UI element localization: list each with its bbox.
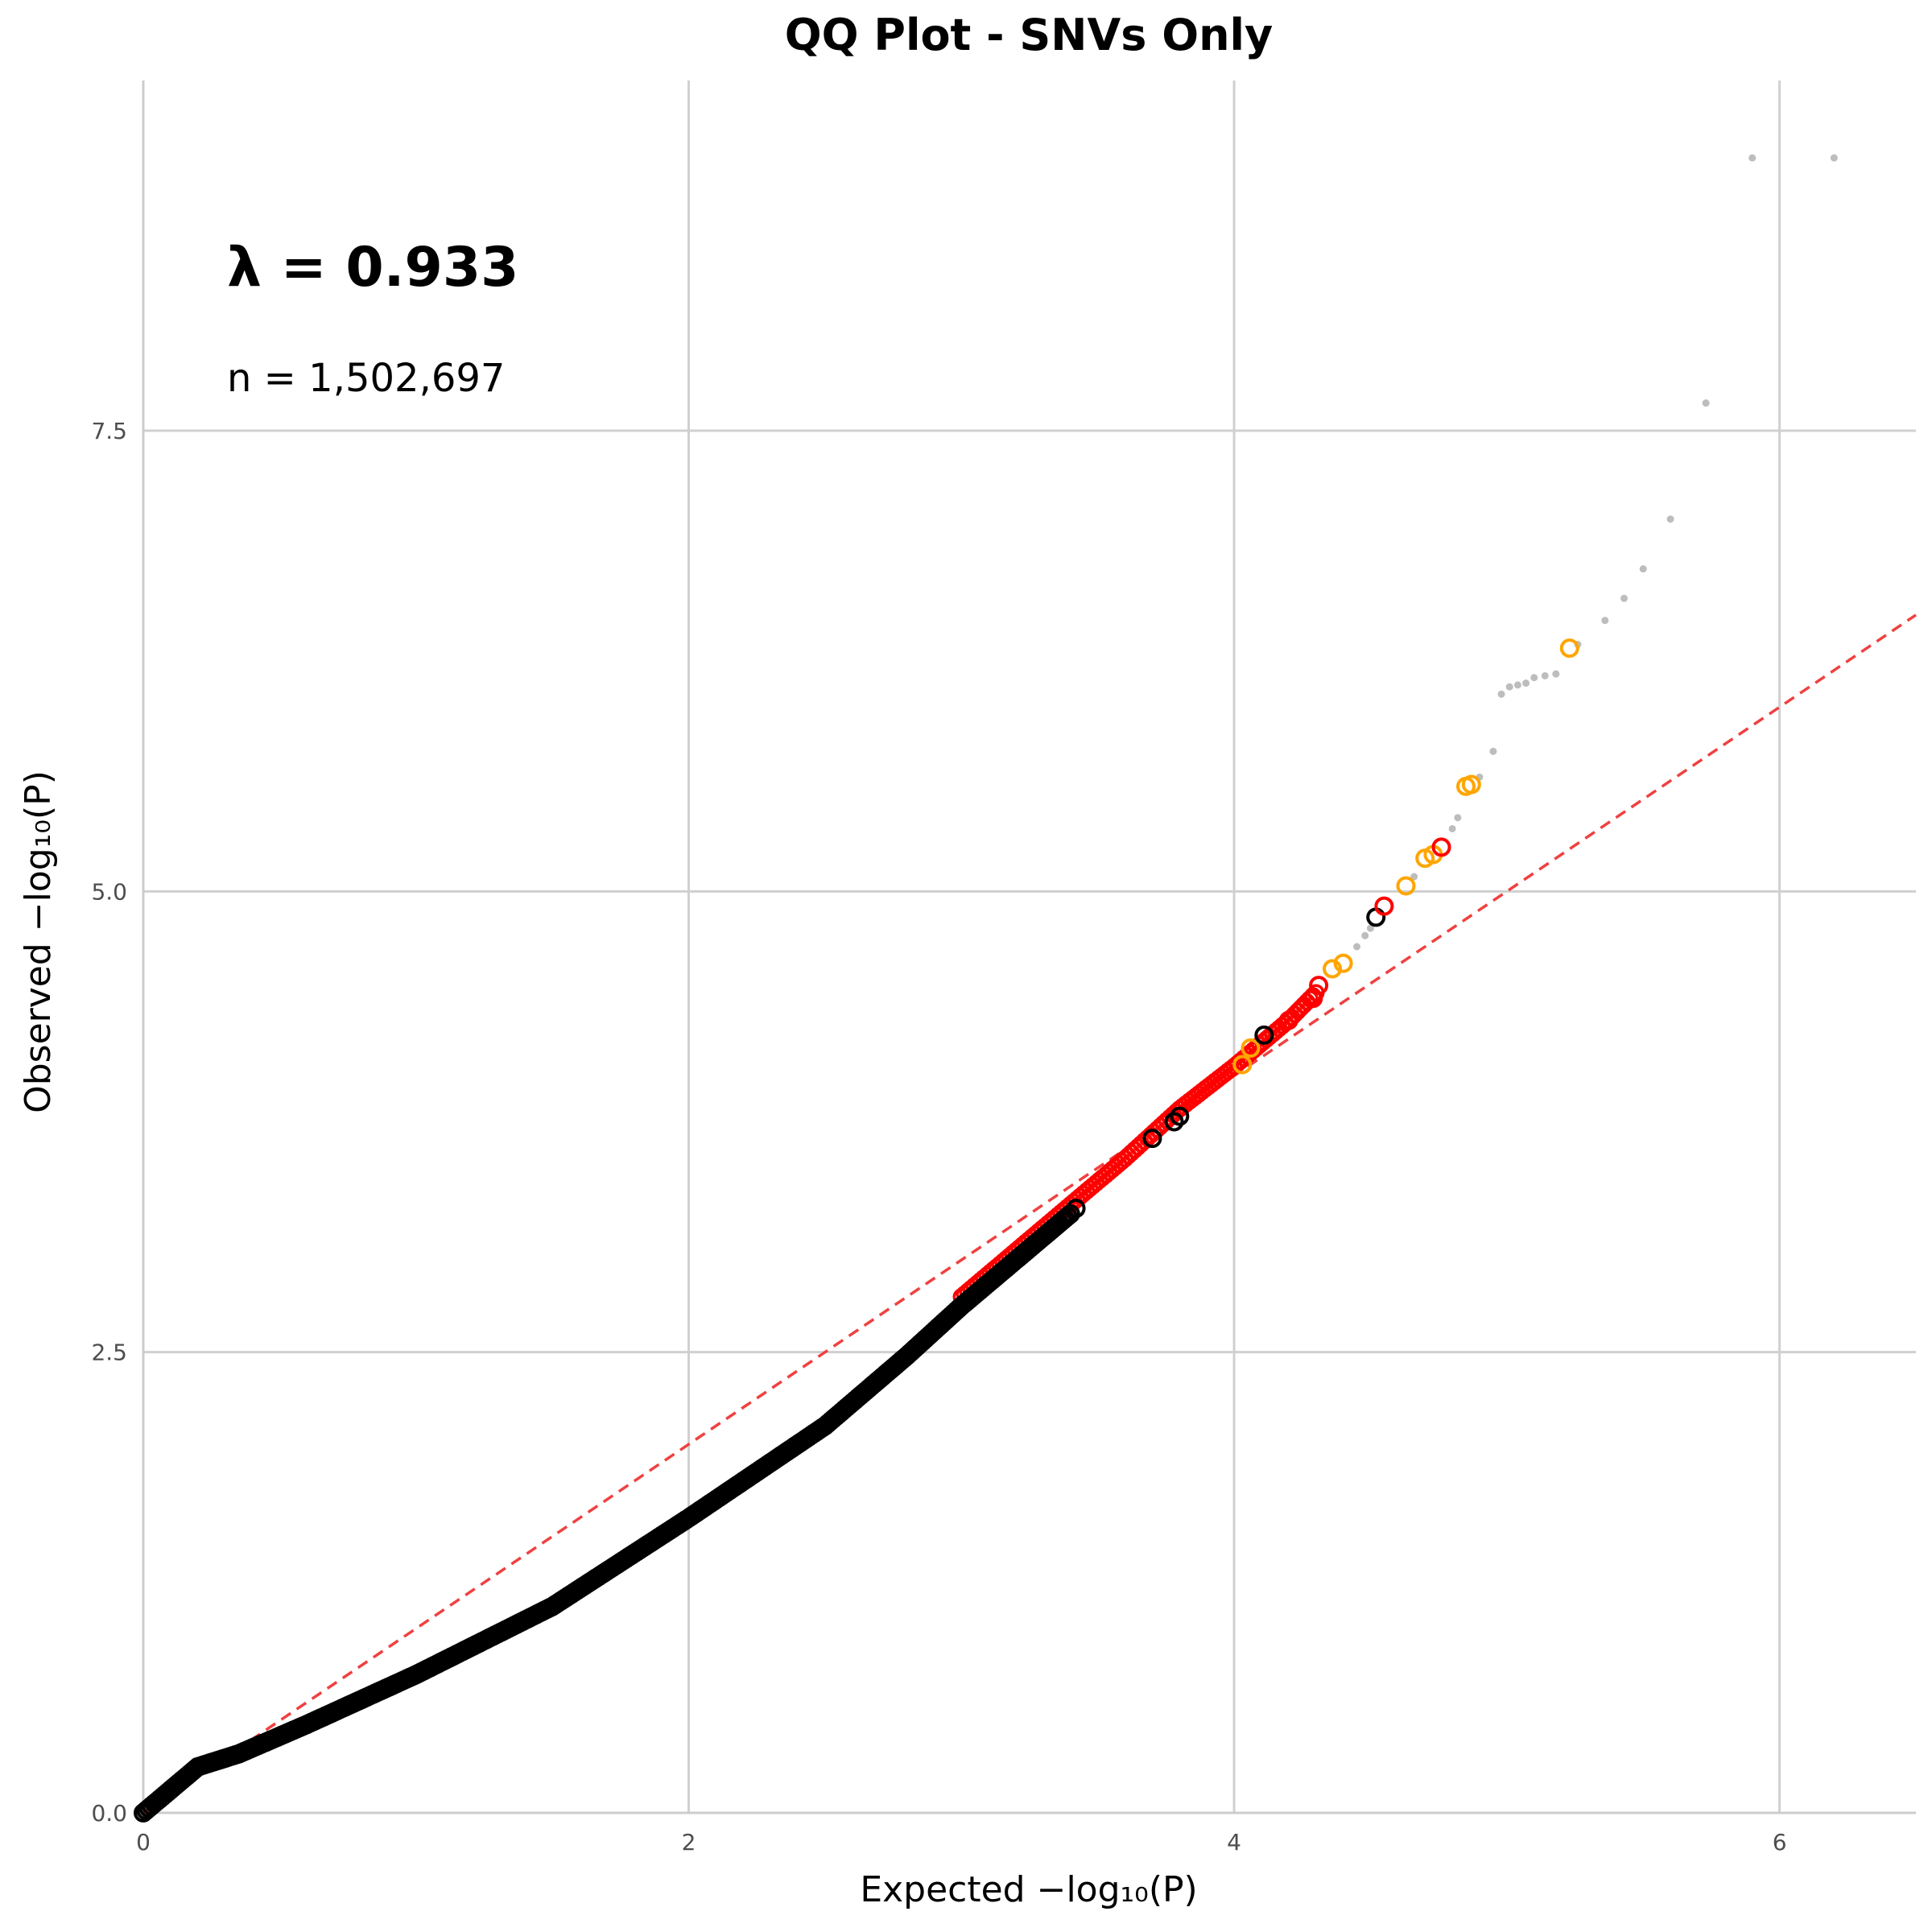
grey-point [1666,515,1674,523]
x-tick-labels: 0 2 4 6 [136,1829,1786,1856]
grey-point [1601,617,1609,625]
grey-point [1541,671,1549,679]
black-point [1055,1208,1075,1228]
grey-point [1522,679,1530,687]
grey-point [1489,747,1497,755]
grid-lines [143,80,1916,1813]
x-tick-label: 0 [136,1829,151,1856]
grey-points [1353,154,1838,951]
highlight-point [1559,638,1579,658]
chart-title: QQ Plot - SNVs Only [785,10,1274,60]
highlight-point [1333,953,1353,973]
x-tick-label: 6 [1773,1829,1787,1856]
x-axis-title-math: −log₁₀(P) [1037,1869,1198,1910]
highlight-point [1170,1106,1190,1126]
grey-point [1505,683,1513,691]
x-axis-title-prefix: Expected [860,1869,1036,1910]
grey-point [1410,873,1418,881]
y-axis-title-prefix: Observed [18,931,59,1113]
grey-point [1620,594,1629,602]
y-tick-labels: 0.0 2.5 5.0 7.5 [91,418,127,1827]
highlight-point [1164,1112,1184,1132]
highlight-point [1241,1038,1261,1058]
grey-point [1748,154,1757,162]
y-axis-title: Observed −log₁₀(P) [18,770,59,1113]
x-tick-label: 4 [1227,1829,1241,1856]
grey-point [1454,814,1462,822]
highlight-point [1066,1199,1086,1219]
grey-point [1830,154,1838,162]
grey-point [1513,681,1521,689]
grey-point [1530,674,1538,682]
grey-point [1552,670,1560,678]
grey-point [1366,924,1374,932]
highlight-point [1431,837,1451,857]
highlight-point [1396,876,1416,896]
y-tick-label: 5.0 [91,878,127,905]
highlight-point [1461,774,1481,795]
highlighted-points [1066,638,1579,1219]
highlight-point [1232,1055,1253,1075]
y-tick-label: 7.5 [91,418,127,444]
x-tick-label: 2 [682,1829,696,1856]
grey-point [1361,931,1369,939]
reference-line [142,613,1917,1814]
highlight-point [1254,1025,1274,1045]
lambda-annotation: λ = 0.933 [227,236,518,299]
highlight-point [1142,1129,1162,1149]
y-tick-label: 2.5 [91,1340,127,1366]
highlight-point [1323,959,1343,979]
highlight-point [1278,1010,1298,1030]
grey-point [1639,565,1647,573]
grey-point [1448,824,1456,832]
highlight-point [1309,976,1329,996]
grey-point [1497,690,1505,698]
x-axis-title: Expected −log₁₀(P) [860,1869,1197,1910]
highlight-point [1374,896,1394,916]
y-axis-title-math: −log₁₀(P) [18,770,59,931]
grey-point [1702,399,1710,407]
black-point [1060,1203,1080,1224]
grey-point [1353,943,1361,951]
y-tick-label: 0.0 [91,1800,127,1827]
n-annotation: n = 1,502,697 [227,356,505,401]
